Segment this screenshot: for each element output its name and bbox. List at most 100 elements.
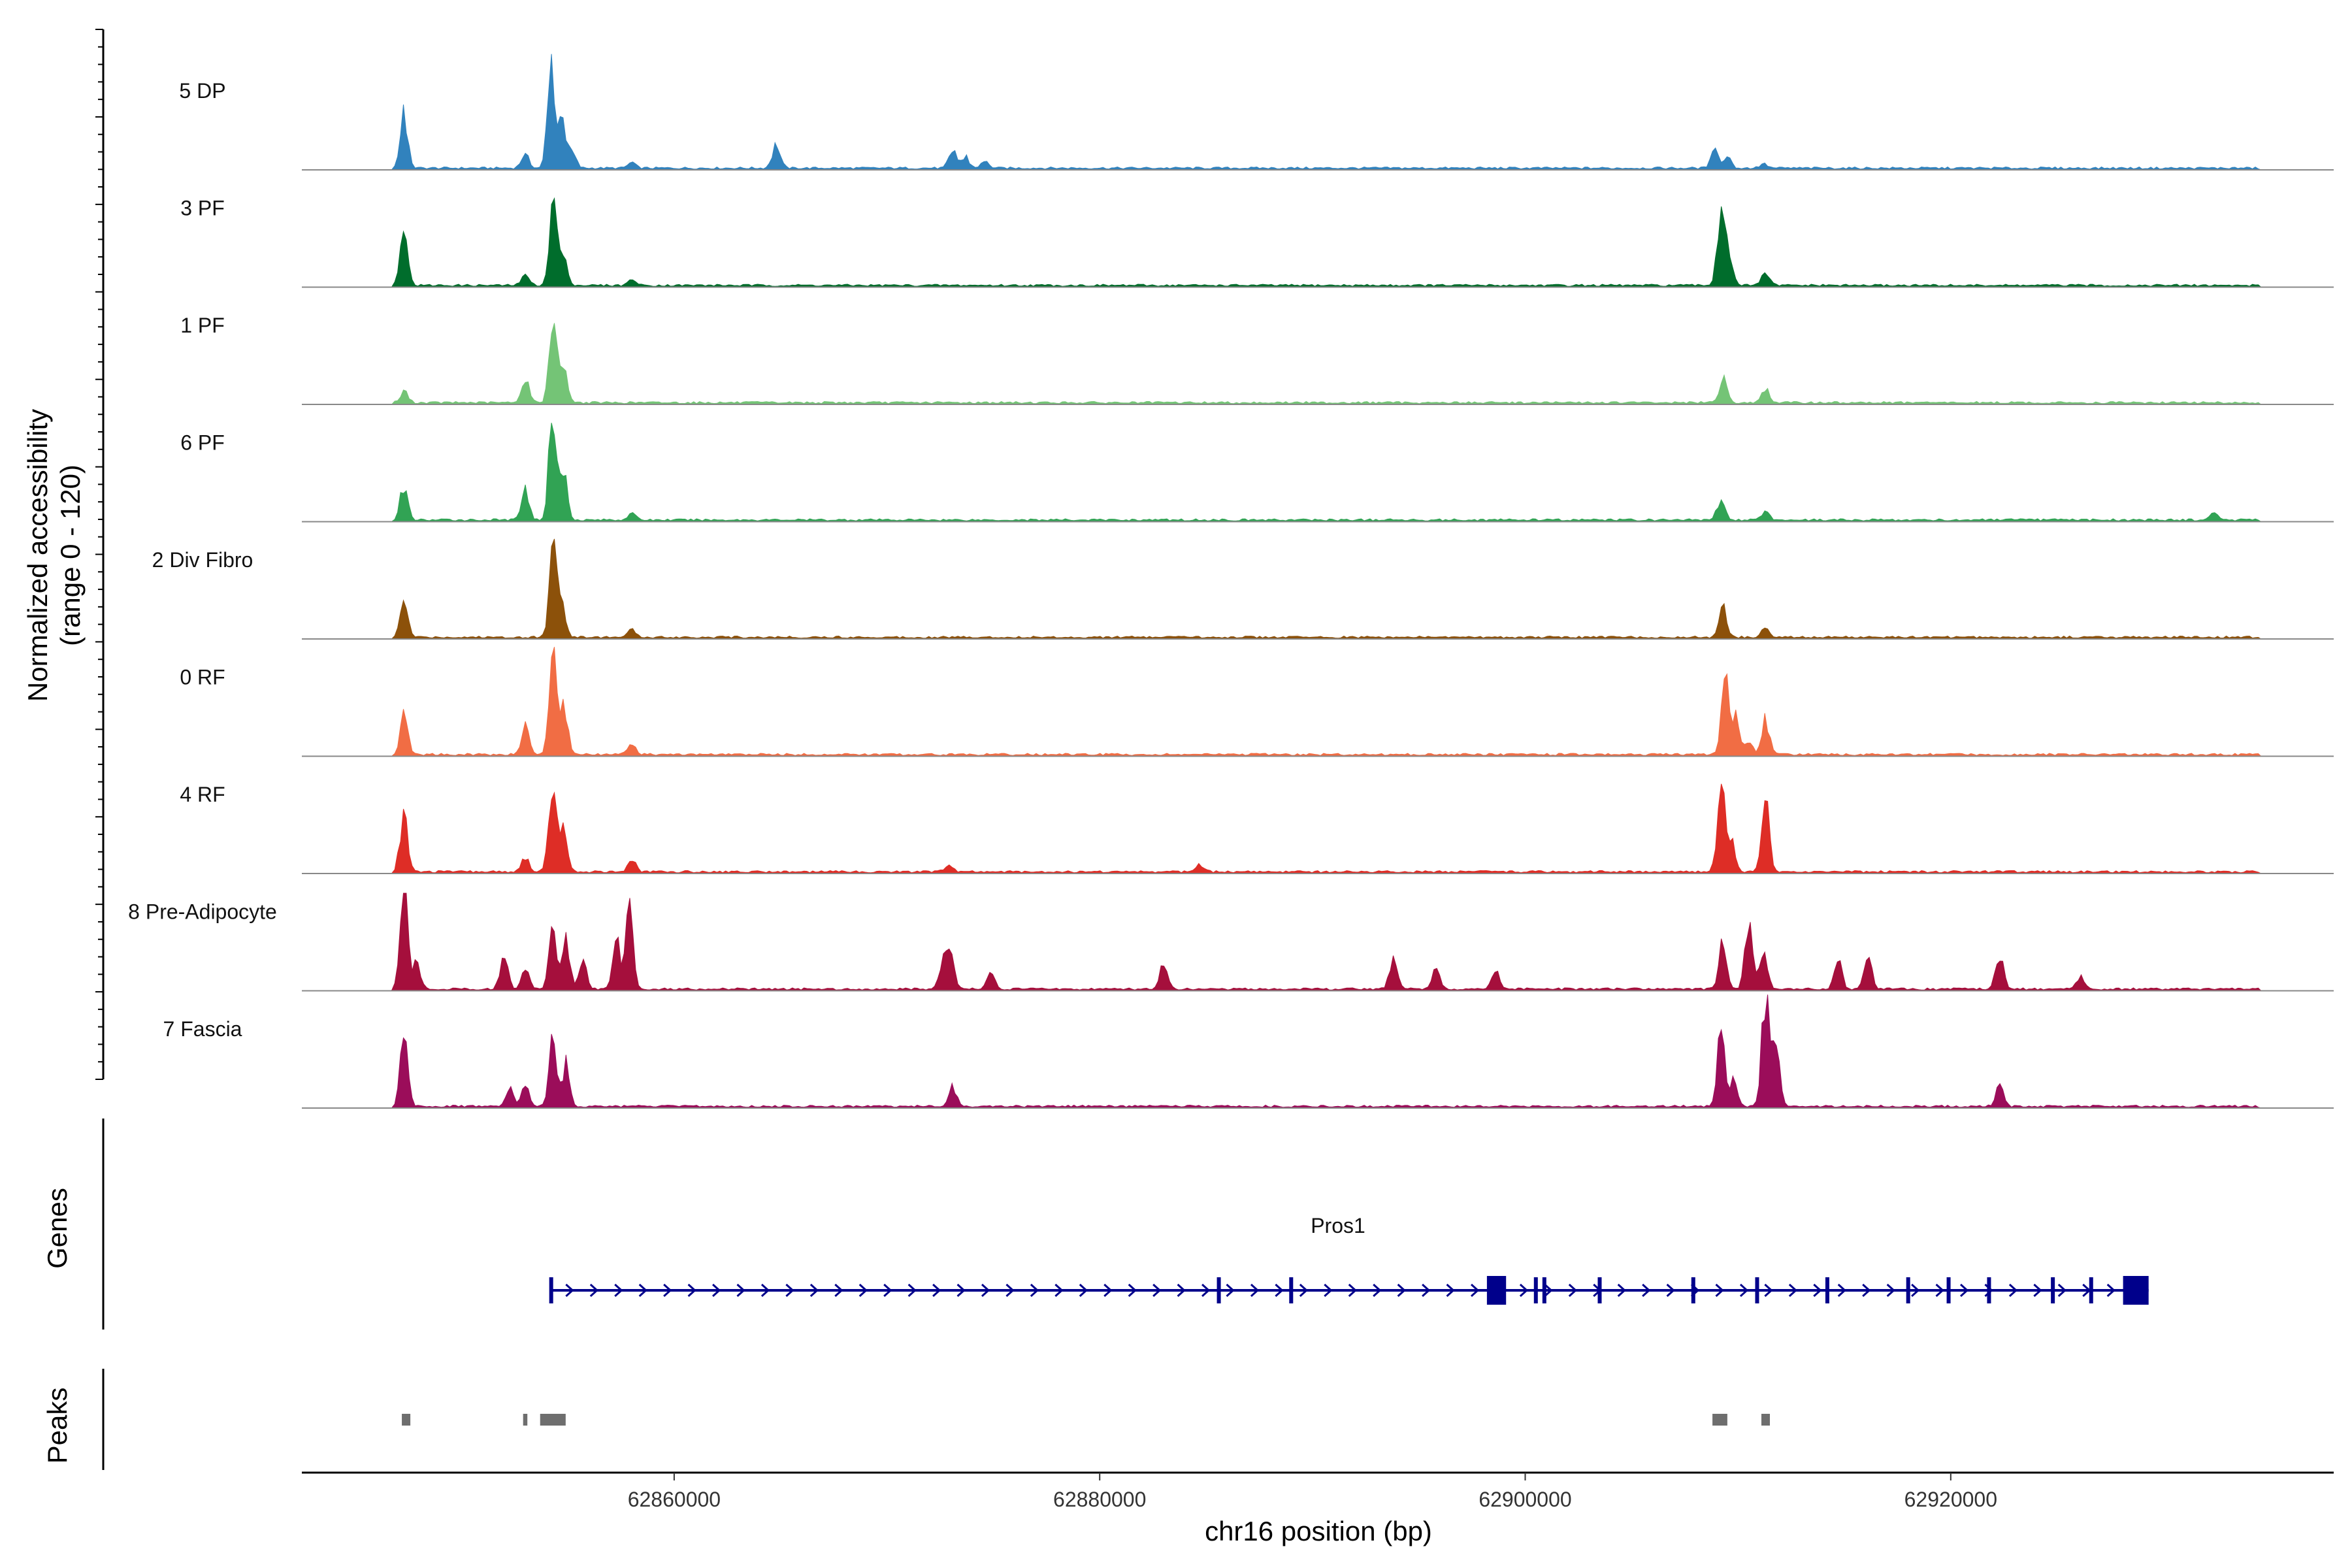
strand-arrow — [981, 1283, 990, 1298]
coverage-area-2 — [302, 323, 2334, 405]
exon-mark — [1533, 1277, 1538, 1303]
track-label: 0 RF — [180, 666, 225, 689]
strand-arrow — [2057, 1283, 2067, 1298]
strand-arrow — [1715, 1283, 1724, 1298]
exon-mark — [1542, 1277, 1546, 1303]
strand-arrow — [2033, 1283, 2042, 1298]
strand-arrow — [1764, 1283, 1773, 1298]
strand-arrow — [1152, 1283, 1162, 1298]
strand-arrow — [1935, 1283, 1944, 1298]
y-axis-title: Normalized accessibility — [22, 409, 53, 702]
track-label: 3 PF — [180, 197, 225, 220]
strand-arrow — [907, 1283, 917, 1298]
exon-mark — [1691, 1277, 1695, 1303]
strand-arrow — [1226, 1283, 1235, 1298]
strand-arrow — [2008, 1283, 2018, 1298]
exon-mark — [1825, 1277, 1829, 1303]
strand-arrow — [1103, 1283, 1113, 1298]
strand-arrow — [1568, 1283, 1578, 1298]
strand-arrow — [1739, 1283, 1749, 1298]
strand-arrow — [1177, 1283, 1186, 1298]
strand-arrow — [1788, 1283, 1798, 1298]
coverage-area-7 — [302, 892, 2334, 991]
strand-arrow — [1348, 1283, 1357, 1298]
track-label: 2 Div Fibro — [152, 548, 253, 572]
strand-arrow — [2106, 1283, 2115, 1298]
strand-arrow — [712, 1283, 721, 1298]
strand-arrow — [736, 1283, 745, 1298]
x-tick-label: 62920000 — [1904, 1488, 1997, 1511]
strand-arrow — [1373, 1283, 1382, 1298]
strand-arrow — [1324, 1283, 1333, 1298]
strand-arrow — [1422, 1283, 1431, 1298]
coverage-area-1 — [302, 197, 2334, 287]
strand-arrow — [1201, 1283, 1211, 1298]
strand-arrow — [1862, 1283, 1871, 1298]
strand-arrow — [1911, 1283, 1920, 1298]
track-labels: 5 DP 3 PF 1 PF 6 PF 2 Div Fibro 0 RF 4 RF 8 Pre… — [128, 79, 277, 1041]
y-axis-range-label: (range 0 - 120) — [55, 465, 86, 646]
strand-arrow — [932, 1283, 941, 1298]
x-tick-label: 62880000 — [1053, 1488, 1146, 1511]
strand-arrow — [1813, 1283, 1822, 1298]
gene-track: Pros1 — [549, 1214, 2149, 1305]
gene-name-label: Pros1 — [1311, 1214, 1365, 1237]
track-label: 5 DP — [179, 79, 225, 103]
peak-region — [540, 1414, 566, 1426]
track-label: 4 RF — [180, 783, 225, 806]
strand-arrow — [638, 1283, 647, 1298]
exon-mark — [2051, 1277, 2055, 1303]
track-label: 7 Fascia — [163, 1017, 242, 1041]
exon-mark — [1906, 1277, 1910, 1303]
exon-block — [2123, 1276, 2149, 1305]
strand-arrow — [1299, 1283, 1309, 1298]
strand-arrow — [1666, 1283, 1675, 1298]
strand-arrow — [760, 1283, 770, 1298]
coverage-tracks — [302, 54, 2334, 1109]
coverage-area-0 — [302, 54, 2334, 171]
peak-region — [402, 1414, 411, 1426]
strand-arrow — [956, 1283, 966, 1298]
exon-mark — [1755, 1277, 1759, 1303]
exon-mark — [1946, 1277, 1951, 1303]
strand-arrow — [1642, 1283, 1651, 1298]
strand-arrow — [1030, 1283, 1039, 1298]
strand-arrow — [809, 1283, 819, 1298]
exon-mark — [2089, 1277, 2093, 1303]
peak-region — [1712, 1414, 1727, 1426]
exon-mark — [1597, 1277, 1602, 1303]
strand-arrow — [1079, 1283, 1088, 1298]
coverage-area-6 — [302, 783, 2334, 874]
strand-arrow — [1446, 1283, 1455, 1298]
peak-region — [523, 1414, 528, 1426]
left-axes — [95, 29, 105, 1470]
track-label: 6 PF — [180, 431, 225, 455]
exon-mark — [1987, 1277, 1991, 1303]
peak-track — [402, 1414, 1771, 1426]
exon-block — [1486, 1276, 1507, 1305]
strand-arrow — [883, 1283, 892, 1298]
strand-arrow — [1054, 1283, 1064, 1298]
peaks-track-title: Peaks — [42, 1388, 73, 1464]
exon-mark — [1217, 1277, 1221, 1303]
peak-region — [1761, 1414, 1771, 1426]
strand-arrow — [1959, 1283, 1969, 1298]
x-tick-label: 62860000 — [628, 1488, 721, 1511]
x-axis: 62860000 62880000 62900000 62920000 — [302, 1471, 2334, 1511]
genes-track-title: Genes — [42, 1188, 73, 1269]
strand-arrow — [858, 1283, 868, 1298]
strand-arrow — [1005, 1283, 1015, 1298]
strand-arrow — [1470, 1283, 1480, 1298]
strand-arrow — [1275, 1283, 1284, 1298]
track-label: 1 PF — [180, 314, 225, 337]
strand-arrow — [1837, 1283, 1846, 1298]
strand-arrow — [1617, 1283, 1626, 1298]
strand-arrow — [1250, 1283, 1260, 1298]
strand-arrow — [834, 1283, 843, 1298]
strand-arrow — [1128, 1283, 1137, 1298]
strand-arrow — [565, 1283, 574, 1298]
strand-arrow — [663, 1283, 672, 1298]
coverage-area-8 — [302, 994, 2334, 1109]
x-axis-title: chr16 position (bp) — [1205, 1516, 1432, 1546]
